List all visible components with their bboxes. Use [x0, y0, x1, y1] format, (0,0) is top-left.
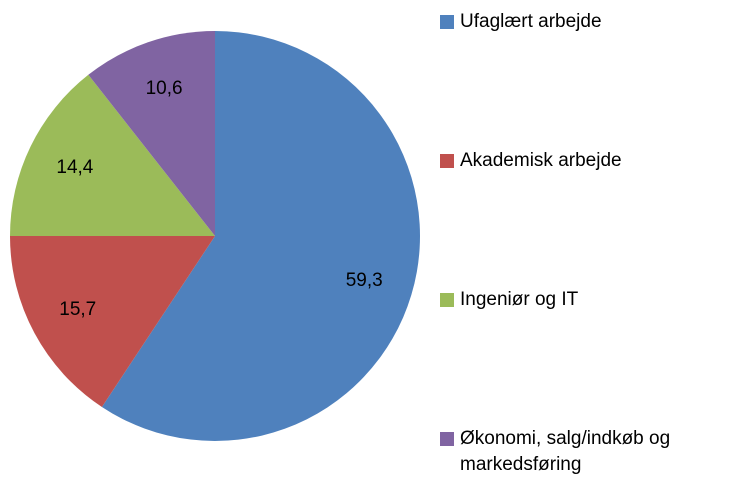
data-label: 15,7 [59, 299, 96, 320]
legend-label: Ingeniør og IT [460, 289, 579, 310]
data-label: 14,4 [56, 157, 93, 178]
legend-label: Ufaglært arbejde [460, 11, 602, 32]
legend-swatch [440, 293, 454, 307]
pie-area: 59,3 15,7 14,4 10,6 [10, 31, 420, 441]
legend-entry: Ingeniør og IT [440, 287, 730, 313]
legend-swatch [440, 15, 454, 29]
legend-label: Økonomi, salg/indkøb og markedsføring [460, 428, 671, 475]
legend-entry: Økonomi, salg/indkøb og markedsføring [440, 426, 730, 478]
pie-slice [101, 31, 420, 441]
legend-label: Akademisk arbejde [460, 150, 622, 171]
data-label: 59,3 [346, 270, 383, 291]
legend-entry: Ufaglært arbejde [440, 9, 730, 35]
pie-slice [10, 236, 215, 407]
legend-entry: Akademisk arbejde [440, 148, 730, 174]
legend-swatch [440, 154, 454, 168]
pie-slice [88, 31, 215, 236]
pie-slice [10, 74, 215, 236]
data-label: 10,6 [146, 78, 183, 99]
legend-swatch [440, 432, 454, 446]
